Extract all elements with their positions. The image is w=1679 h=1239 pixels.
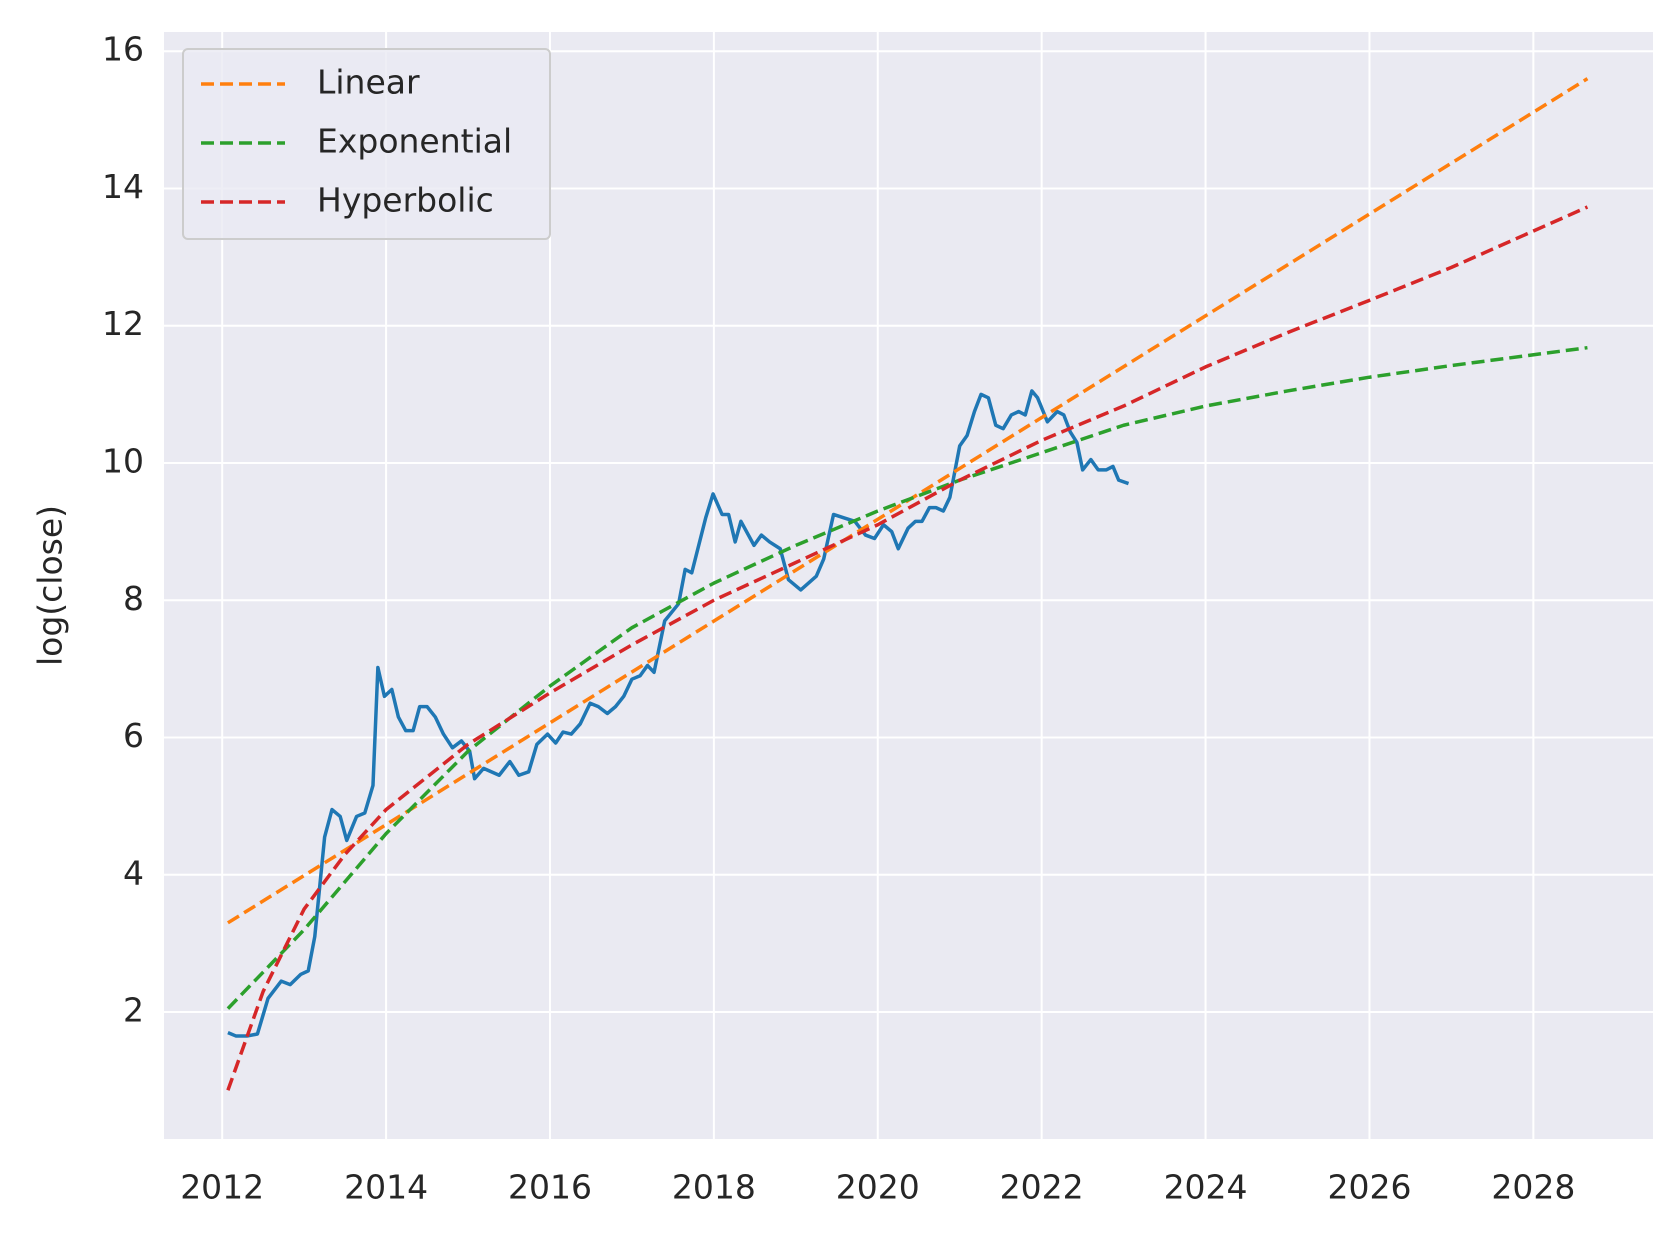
- series-line: [226, 205, 1589, 1091]
- x-tick-label: 2016: [508, 1168, 592, 1207]
- legend-label: Hyperbolic: [317, 181, 494, 220]
- legend-label: Linear: [317, 63, 420, 102]
- legend-label: Exponential: [317, 122, 512, 161]
- x-tick-label: 2012: [180, 1168, 264, 1207]
- x-tick-label: 2020: [836, 1168, 920, 1207]
- y-tick-label: 10: [102, 441, 144, 480]
- x-tick-label: 2018: [672, 1168, 756, 1207]
- x-tick-label: 2022: [1000, 1168, 1084, 1207]
- x-tick-label: 2014: [344, 1168, 428, 1207]
- y-tick-label: 2: [123, 991, 144, 1030]
- series-line: [226, 345, 1588, 1010]
- y-tick-label: 14: [102, 167, 144, 206]
- y-axis-label: log(close): [31, 505, 70, 666]
- x-tick-label: 2026: [1327, 1168, 1411, 1207]
- legend-box: [182, 48, 551, 240]
- y-tick-label: 8: [123, 579, 144, 618]
- x-tick-label: 2024: [1164, 1168, 1248, 1207]
- y-tick-label: 16: [102, 30, 144, 69]
- y-tick-label: 12: [102, 304, 144, 343]
- series-line: [227, 389, 1130, 1038]
- legend: Linear Exponential Hyperbolic: [182, 48, 551, 240]
- x-tick-label: 2028: [1491, 1168, 1575, 1207]
- y-tick-label: 4: [123, 853, 144, 892]
- y-tick-label: 6: [123, 716, 144, 755]
